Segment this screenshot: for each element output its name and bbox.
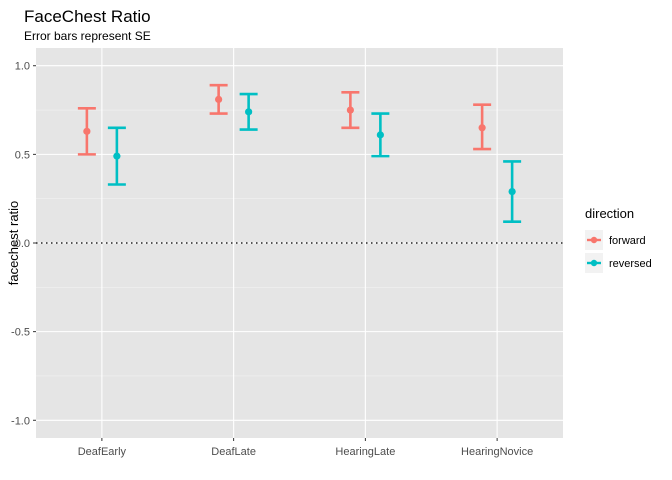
errorbar-group-reversed (503, 160, 522, 224)
y-tick-label: -1.0 (11, 415, 30, 427)
y-axis-ticks: -1.0 -0.5 0.0 0.5 1.0 (11, 61, 36, 427)
legend-title: direction (585, 206, 634, 221)
x-axis-ticks: DeafEarly DeafLate HearingLate HearingNovic… (78, 438, 533, 458)
legend-label: reversed (609, 258, 652, 270)
errorbar-group-forward (77, 106, 96, 156)
legend: direction forward reversed (585, 206, 652, 273)
x-tick-label: HearingNovice (461, 446, 533, 458)
x-tick-label: DeafEarly (78, 446, 127, 458)
y-tick-label: 0.5 (15, 149, 30, 161)
data-point (245, 108, 253, 116)
y-tick-label: 1.0 (15, 61, 30, 73)
x-tick-label: DeafLate (211, 446, 256, 458)
data-point (83, 127, 91, 135)
data-point (215, 95, 223, 104)
y-axis-title: facechest ratio (6, 201, 21, 286)
errorbar-group-reversed (239, 92, 258, 131)
x-tick-label: HearingLate (335, 446, 395, 458)
y-tick-label: 0.0 (15, 238, 30, 250)
data-marks (77, 83, 522, 224)
errorbar-group-reversed (371, 112, 390, 158)
errorbar-group-forward (473, 103, 492, 151)
errorbar-group-reversed (107, 126, 126, 186)
data-point (113, 152, 121, 160)
chart-subtitle: Error bars represent SE (24, 29, 151, 43)
legend-key-point (590, 236, 598, 244)
legend-keys: forward reversed (585, 230, 652, 273)
legend-label: forward (609, 235, 646, 247)
errorbar-group-forward (209, 83, 228, 115)
errorbar-group-forward (341, 91, 360, 130)
y-tick-label: -0.5 (11, 327, 30, 339)
data-point (376, 131, 384, 139)
data-point (478, 124, 486, 132)
legend-key-point (590, 259, 598, 267)
chart-title: FaceChest Ratio (24, 7, 151, 26)
data-point (508, 187, 516, 196)
data-point (346, 106, 354, 114)
